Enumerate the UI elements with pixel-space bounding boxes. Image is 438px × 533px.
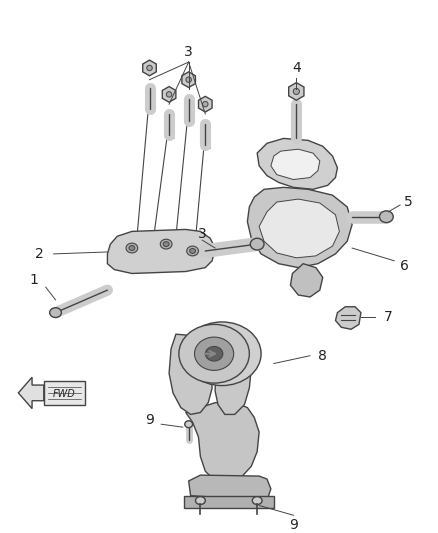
Text: 5: 5 (403, 195, 412, 209)
Polygon shape (257, 139, 337, 189)
Ellipse shape (187, 246, 198, 256)
Polygon shape (107, 229, 215, 273)
Polygon shape (247, 188, 352, 268)
FancyBboxPatch shape (44, 381, 85, 405)
Polygon shape (259, 199, 339, 258)
Ellipse shape (49, 308, 61, 318)
Polygon shape (186, 403, 259, 483)
Ellipse shape (293, 88, 300, 94)
Ellipse shape (252, 497, 262, 504)
Polygon shape (184, 496, 274, 508)
Text: FWD: FWD (53, 389, 76, 399)
Ellipse shape (160, 239, 172, 249)
Ellipse shape (126, 243, 138, 253)
Polygon shape (289, 83, 304, 100)
Polygon shape (198, 96, 212, 112)
Text: 8: 8 (318, 349, 327, 362)
Polygon shape (189, 475, 271, 500)
Polygon shape (143, 60, 156, 76)
Text: 2: 2 (35, 247, 43, 261)
Ellipse shape (190, 248, 195, 253)
Polygon shape (336, 307, 361, 329)
Ellipse shape (194, 337, 234, 370)
Ellipse shape (379, 211, 393, 223)
Text: 9: 9 (289, 518, 298, 532)
Polygon shape (18, 377, 44, 409)
Ellipse shape (195, 497, 205, 504)
Polygon shape (271, 149, 320, 180)
Polygon shape (169, 334, 212, 415)
Text: 9: 9 (145, 413, 154, 427)
Ellipse shape (185, 421, 193, 427)
Text: 4: 4 (292, 61, 301, 75)
Text: 3: 3 (198, 228, 207, 241)
Text: 3: 3 (184, 45, 193, 59)
Polygon shape (182, 72, 195, 87)
Ellipse shape (202, 101, 208, 107)
Text: 6: 6 (399, 259, 408, 273)
Ellipse shape (183, 322, 261, 385)
Polygon shape (162, 86, 176, 102)
Ellipse shape (147, 65, 152, 71)
Ellipse shape (205, 346, 223, 361)
Ellipse shape (129, 246, 135, 251)
Polygon shape (215, 336, 251, 415)
Ellipse shape (166, 92, 172, 97)
Ellipse shape (179, 325, 249, 383)
Ellipse shape (163, 241, 169, 247)
Polygon shape (290, 264, 323, 297)
Ellipse shape (251, 238, 264, 250)
Ellipse shape (186, 77, 191, 83)
Text: 7: 7 (384, 310, 393, 324)
Text: 1: 1 (30, 273, 39, 287)
